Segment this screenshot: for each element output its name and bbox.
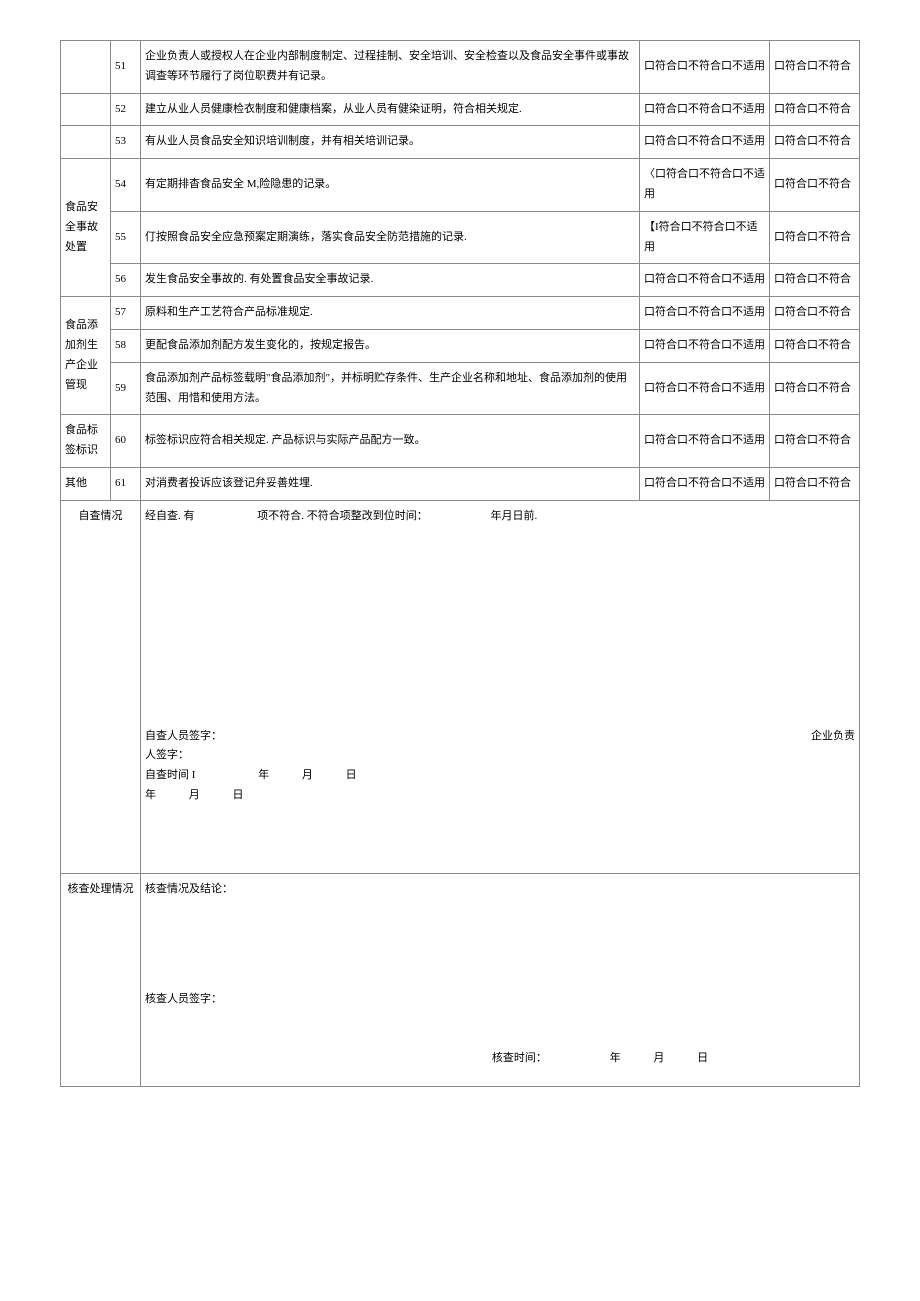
category-cell: 其他 — [61, 467, 111, 500]
check-col-2: 口符合口不符合 — [770, 211, 860, 264]
check-col-2: 口符合口不符合 — [770, 264, 860, 297]
row-number: 54 — [111, 159, 141, 212]
sc-sig-owner-a: 企业负责 — [811, 727, 855, 747]
check-col-1: 口符合口不符合口不适用 — [640, 329, 770, 362]
category-cell — [61, 41, 111, 94]
row-number: 58 — [111, 329, 141, 362]
row-number: 52 — [111, 93, 141, 126]
check-col-2: 口符合口不符合 — [770, 297, 860, 330]
check-col-1: 口符合口不符合口不适用 — [640, 415, 770, 468]
row-description: 食品添加剂产品标签载明"食品添加剂"，并标明贮存条件、生产企业名称和地址、食品添… — [141, 362, 640, 415]
sc-line1a: 经自查. 有 — [145, 510, 195, 522]
row-number: 55 — [111, 211, 141, 264]
category-cell: 食品标签标识 — [61, 415, 111, 468]
row-description: 仃按照食品安全应急预案定期演练，落实食品安全防范措施的记录. — [141, 211, 640, 264]
check-col-1: 〈口符合口不符合口不适用 — [640, 159, 770, 212]
check-col-1: 口符合口不符合口不适用 — [640, 297, 770, 330]
selfcheck-content: 经自查. 有 项不符合. 不符合项整改到位时间： 年月日前. 自查人员签字： 企… — [141, 500, 860, 873]
sc-sig-person: 自查人员签字： — [145, 730, 222, 742]
check-col-2: 口符合口不符合 — [770, 41, 860, 94]
review-label: 核查处理情况 — [61, 873, 141, 1086]
selfcheck-label: 自查情况 — [61, 500, 141, 873]
row-description: 原料和生产工艺符合产品标准规定. — [141, 297, 640, 330]
category-cell: 食品安全事故处置 — [61, 159, 111, 297]
check-col-2: 口符合口不符合 — [770, 362, 860, 415]
review-conclusion: 核查情况及结论： — [145, 880, 855, 900]
check-col-2: 口符合口不符合 — [770, 93, 860, 126]
category-cell — [61, 93, 111, 126]
row-number: 56 — [111, 264, 141, 297]
row-description: 有定期排杳食品安全 M,险隐患的记录。 — [141, 159, 640, 212]
row-number: 59 — [111, 362, 141, 415]
row-description: 对消费者投诉应该登记弁妥善姓埋. — [141, 467, 640, 500]
row-number: 61 — [111, 467, 141, 500]
row-number: 60 — [111, 415, 141, 468]
row-number: 57 — [111, 297, 141, 330]
category-cell — [61, 126, 111, 159]
check-col-1: 口符合口不符合口不适用 — [640, 126, 770, 159]
row-description: 发生食品安全事故的. 有处置食品安全事故记录. — [141, 264, 640, 297]
row-description: 更配食品添加剂配方发生变化的，按规定报告。 — [141, 329, 640, 362]
check-col-1: 【I符合口不符合口不适用 — [640, 211, 770, 264]
review-time: 核查时间： — [492, 1052, 547, 1064]
row-number: 51 — [111, 41, 141, 94]
sc-line1b: 项不符合. 不符合项整改到位时间： — [257, 510, 428, 522]
check-col-1: 口符合口不符合口不适用 — [640, 41, 770, 94]
inspection-table: 51企业负责人或授权人在企业内部制度制定、过程挂制、安全培训、安全检查以及食品安… — [60, 40, 860, 1087]
check-col-1: 口符合口不符合口不适用 — [640, 467, 770, 500]
check-col-2: 口符合口不符合 — [770, 329, 860, 362]
check-col-2: 口符合口不符合 — [770, 159, 860, 212]
review-sig: 核查人员签字： — [145, 990, 855, 1010]
row-description: 企业负责人或授权人在企业内部制度制定、过程挂制、安全培训、安全检查以及食品安全事… — [141, 41, 640, 94]
check-col-2: 口符合口不符合 — [770, 467, 860, 500]
category-cell: 食品添加剂生产企业管现 — [61, 297, 111, 415]
row-description: 有从业人员食品安全知识培训制度，并有相关培训记录。 — [141, 126, 640, 159]
row-number: 53 — [111, 126, 141, 159]
sc-sig-owner-b: 人签字： — [145, 746, 855, 766]
sc-time-a: 自查时间 I — [145, 769, 195, 781]
check-col-2: 口符合口不符合 — [770, 415, 860, 468]
row-description: 建立从业人员健康检衣制度和健康档案，从业人员有健染证明，符合相关规定. — [141, 93, 640, 126]
check-col-2: 口符合口不符合 — [770, 126, 860, 159]
row-description: 标签标识应符合相关规定. 产品标识与实际产品配方一致。 — [141, 415, 640, 468]
check-col-1: 口符合口不符合口不适用 — [640, 362, 770, 415]
check-col-1: 口符合口不符合口不适用 — [640, 93, 770, 126]
sc-line1c: 年月日前. — [491, 510, 538, 522]
review-content: 核查情况及结论： 核查人员签字： 核查时间： 年 月 日 — [141, 873, 860, 1086]
check-col-1: 口符合口不符合口不适用 — [640, 264, 770, 297]
